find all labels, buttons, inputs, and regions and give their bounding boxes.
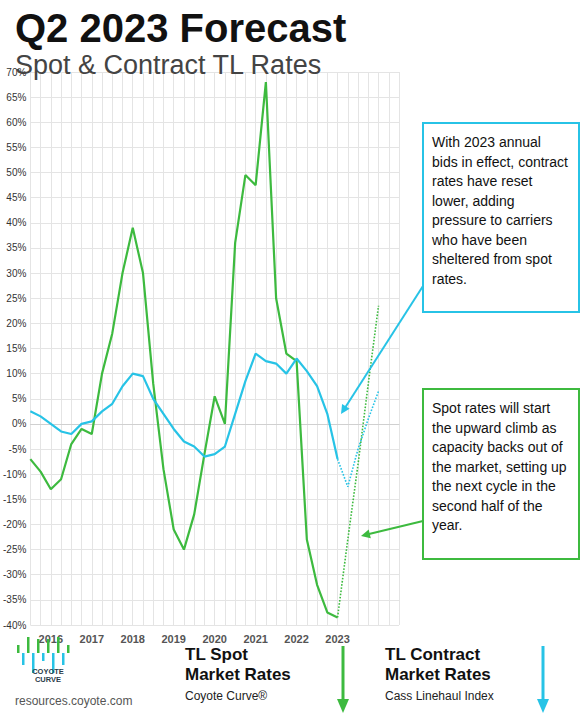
svg-text:-35%: -35% bbox=[3, 594, 26, 605]
svg-text:40%: 40% bbox=[6, 217, 26, 228]
svg-text:-30%: -30% bbox=[3, 569, 26, 580]
svg-text:Q2 2023 Forecast: Q2 2023 Forecast bbox=[15, 6, 346, 50]
svg-text:45%: 45% bbox=[6, 192, 26, 203]
svg-text:-5%: -5% bbox=[9, 444, 27, 455]
html-text:With 2023 annual bids in effec: With 2023 annual bids in effect, contrac… bbox=[432, 134, 568, 287]
svg-text:35%: 35% bbox=[6, 242, 26, 253]
svg-text:2021: 2021 bbox=[243, 633, 267, 645]
html-text:TL Contract Market Rates: TL Contract Market Rates bbox=[385, 645, 491, 684]
html-text:resources.coyote.com: resources.coyote.com bbox=[15, 694, 133, 708]
svg-text:55%: 55% bbox=[6, 142, 26, 153]
html-text:TL Spot Market Rates: TL Spot Market Rates bbox=[185, 645, 291, 684]
svg-text:2016: 2016 bbox=[39, 633, 63, 645]
html-text:Coyote Curve®: Coyote Curve® bbox=[185, 689, 268, 703]
html-text:CURVE: CURVE bbox=[34, 675, 62, 684]
svg-text:15%: 15% bbox=[6, 343, 26, 354]
html-text:Spot rates will start the upwa: Spot rates will start the upward climb a… bbox=[432, 400, 567, 533]
svg-text:2020: 2020 bbox=[202, 633, 226, 645]
html-text:COYOTE: COYOTE bbox=[32, 667, 64, 676]
svg-text:50%: 50% bbox=[6, 167, 26, 178]
svg-text:2022: 2022 bbox=[284, 633, 308, 645]
svg-text:2023: 2023 bbox=[325, 633, 349, 645]
svg-text:Spot & Contract TL Rates: Spot & Contract TL Rates bbox=[15, 50, 321, 80]
svg-text:0%: 0% bbox=[12, 418, 27, 429]
svg-text:20%: 20% bbox=[6, 318, 26, 329]
svg-text:60%: 60% bbox=[6, 117, 26, 128]
svg-text:65%: 65% bbox=[6, 92, 26, 103]
svg-text:5%: 5% bbox=[12, 393, 27, 404]
svg-text:2019: 2019 bbox=[161, 633, 185, 645]
svg-text:-25%: -25% bbox=[3, 544, 26, 555]
svg-text:-10%: -10% bbox=[3, 469, 26, 480]
svg-text:-40%: -40% bbox=[3, 620, 26, 631]
svg-text:-15%: -15% bbox=[3, 494, 26, 505]
html-text:Cass Linehaul Index: Cass Linehaul Index bbox=[385, 689, 494, 703]
svg-text:30%: 30% bbox=[6, 268, 26, 279]
svg-text:25%: 25% bbox=[6, 293, 26, 304]
svg-text:2017: 2017 bbox=[80, 633, 104, 645]
svg-text:-20%: -20% bbox=[3, 519, 26, 530]
svg-text:2018: 2018 bbox=[121, 633, 145, 645]
svg-text:10%: 10% bbox=[6, 368, 26, 379]
